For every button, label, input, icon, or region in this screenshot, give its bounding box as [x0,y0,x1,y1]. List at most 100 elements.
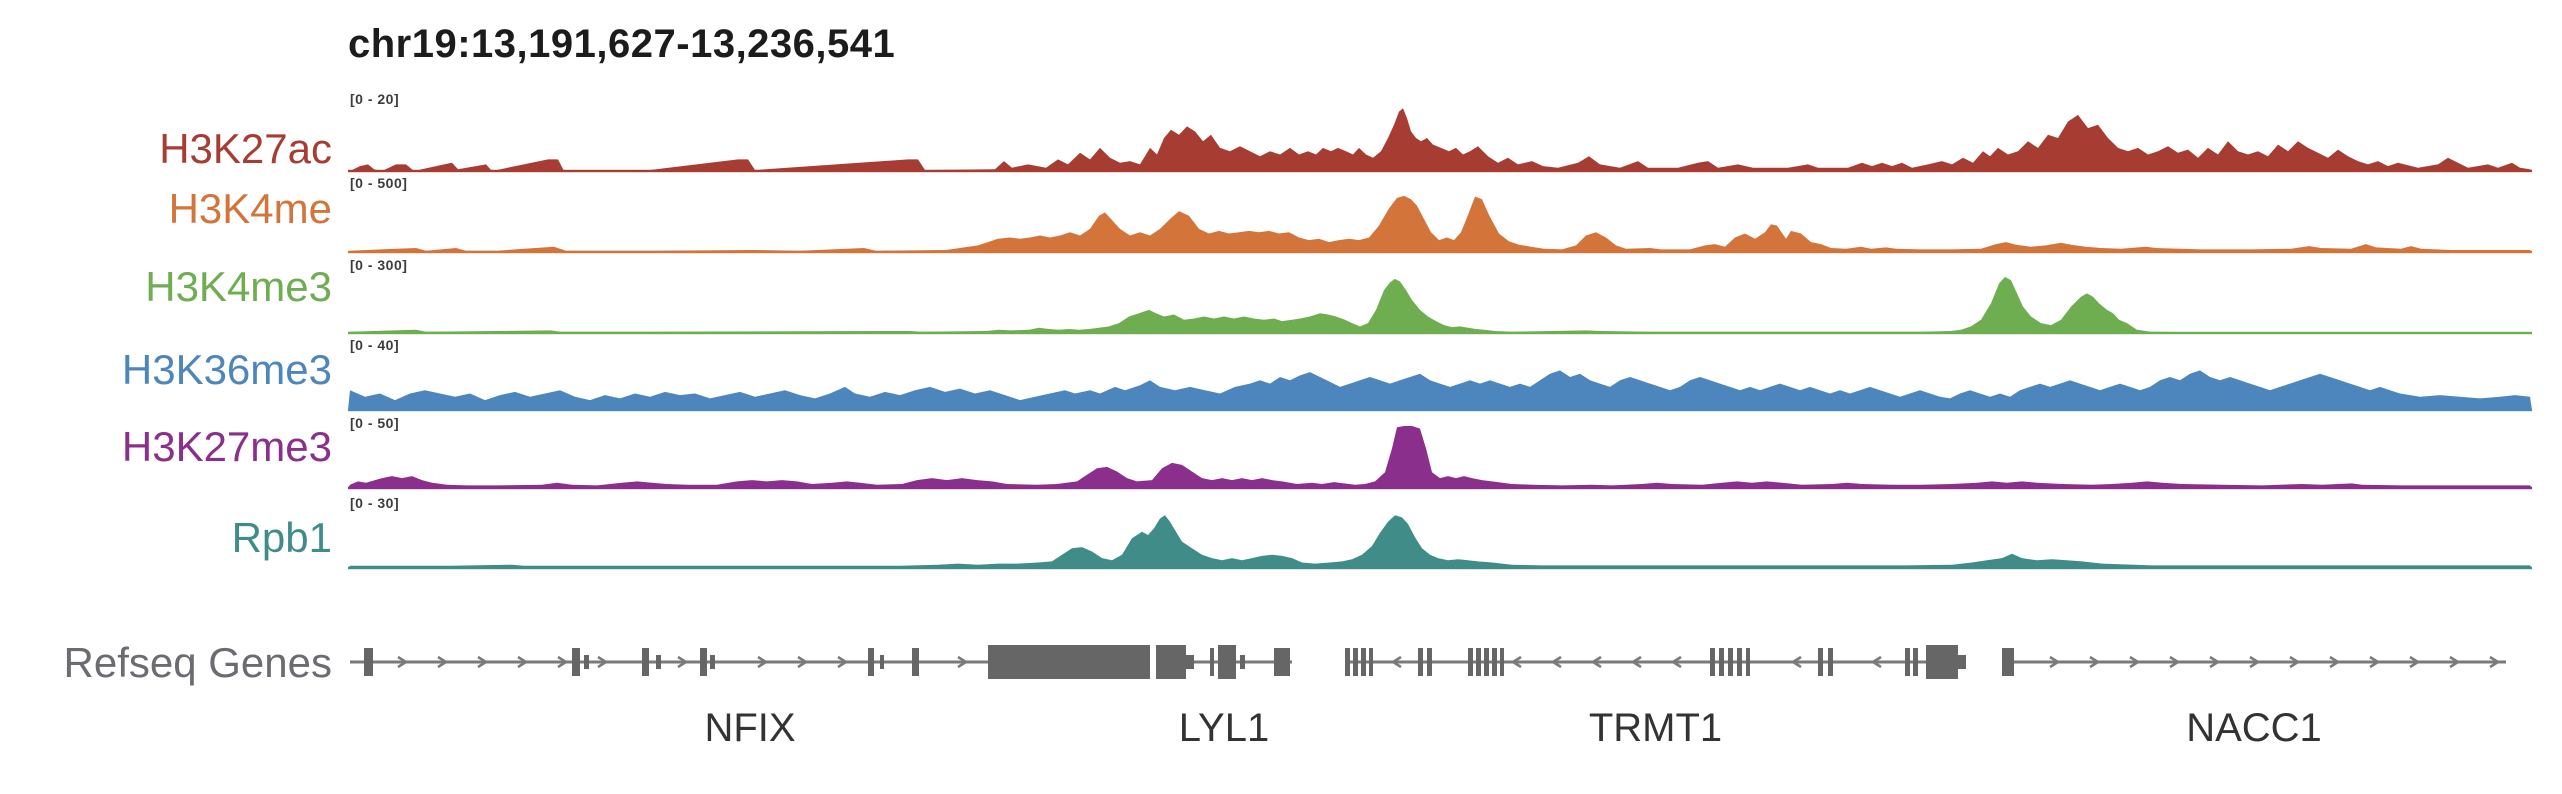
exon-box-lyl1 [1156,645,1186,679]
strand-arrow-icon [1670,655,1682,669]
baseline-h3k4me [348,250,2532,254]
exon-box-trmt1 [1492,648,1497,676]
strand-arrow-icon [2049,655,2061,669]
exon-box-nfix [584,655,589,669]
strand-arrow-icon [2329,655,2341,669]
signal-area-h3k36me3 [348,370,2532,410]
exon-box-trmt1 [1818,648,1823,676]
exon-box-nfix [700,648,707,676]
exon-box-trmt1 [1361,648,1366,676]
scale-range-h3k4me3: [0 - 300] [350,257,408,273]
exon-box-trmt1 [1476,648,1481,676]
exon-box-nfix [572,648,580,676]
strand-arrow-icon [2209,655,2221,669]
strand-arrow-icon [2089,655,2101,669]
signal-area-h3k27ac [348,108,2532,171]
strand-arrow-icon [2129,655,2141,669]
strand-arrow-icon [2369,655,2381,669]
track-label-h3k27ac: H3K27ac [159,125,332,172]
exon-box-nfix [642,648,649,676]
exon-box-trmt1 [1905,648,1910,676]
signal-area-rpb1 [348,515,2532,568]
scale-range-rpb1: [0 - 30] [350,495,400,511]
gene-intron-line-nfix [350,660,1150,664]
strand-arrow-icon [597,655,609,669]
strand-arrow-icon [757,655,769,669]
scale-range-h3k27ac: [0 - 20] [350,91,400,107]
strand-arrow-icon [477,655,489,669]
baseline-h3k36me3 [348,408,2532,412]
exon-box-trmt1 [1737,648,1742,676]
baseline-rpb1 [348,566,2532,570]
scale-range-h3k27me3: [0 - 50] [350,415,400,431]
strand-arrow-icon [1870,655,1882,669]
track-label-h3k36me3: H3K36me3 [121,346,332,393]
exon-box-nfix [710,655,715,669]
gene-label-lyl1: LYL1 [1178,706,1270,750]
exon-box-nfix [988,645,1150,679]
exon-box-trmt1 [1728,648,1733,676]
exon-box-trmt1 [1500,648,1504,676]
gene-label-nacc1: NACC1 [2186,706,2322,750]
track-label-h3k27me3: H3K27me3 [121,423,332,470]
exon-box-trmt1 [1828,648,1833,676]
strand-arrow-icon [1630,655,1642,669]
strand-arrow-icon [1550,655,1562,669]
baseline-h3k4me3 [348,331,2532,335]
signal-area-h3k4me3 [348,276,2532,333]
exon-box-nfix [656,655,661,669]
exon-box-nfix [880,655,884,669]
signal-area-h3k27me3 [348,426,2532,488]
strand-arrow-icon [1590,655,1602,669]
baseline-h3k27me3 [348,486,2532,490]
exon-box-lyl1 [1210,648,1214,676]
strand-arrow-icon [1510,655,1522,669]
exon-box-nfix [912,648,919,676]
exon-box-nfix [364,648,373,676]
exon-box-trmt1 [1719,648,1724,676]
exon-box-trmt1 [1484,648,1489,676]
gene-label-trmt1: TRMT1 [1588,706,1723,750]
exon-box-trmt1 [1746,648,1750,676]
exon-box-nfix [868,648,874,676]
exon-box-trmt1 [1913,648,1918,676]
strand-arrow-icon [677,655,689,669]
exon-box-trmt1 [1926,645,1958,679]
gene-intron-line-trmt1 [1345,660,1966,664]
gene-intron-line-nacc1 [2002,660,2506,664]
exon-box-trmt1 [1353,648,1358,676]
scale-range-h3k36me3: [0 - 40] [350,337,400,353]
exon-box-trmt1 [1345,648,1350,676]
strand-arrow-icon [797,655,809,669]
strand-arrow-icon [2409,655,2421,669]
exon-box-lyl1 [1218,645,1236,679]
strand-arrow-icon [397,655,409,669]
track-label-rpb1: Rpb1 [231,514,332,561]
strand-arrow-icon [2449,655,2461,669]
exon-box-lyl1 [1186,655,1194,669]
strand-arrow-icon [2169,655,2181,669]
track-label-h3k4me3: H3K4me3 [145,263,332,310]
strand-arrow-icon [1790,655,1802,669]
scale-range-h3k4me: [0 - 500] [350,175,408,191]
exon-box-nacc1 [2002,648,2014,676]
strand-arrow-icon [2289,655,2301,669]
strand-arrow-icon [957,655,969,669]
signal-area-h3k4me [348,195,2532,252]
strand-arrow-icon [517,655,529,669]
gene-label-nfix: NFIX [704,706,796,750]
exon-box-lyl1 [1240,655,1245,669]
strand-arrow-icon [2489,655,2501,669]
locus-title: chr19:13,191,627-13,236,541 [348,22,896,66]
baseline-h3k27ac [348,169,2532,173]
exon-box-lyl1 [1274,648,1290,676]
exon-box-trmt1 [1468,648,1473,676]
strand-arrow-icon [437,655,449,669]
exon-box-trmt1 [1418,648,1423,676]
exon-box-trmt1 [1710,648,1715,676]
exon-box-trmt1 [1369,648,1373,676]
track-label-refseq-genes: Refseq Genes [63,639,333,686]
strand-arrow-icon [1390,655,1402,669]
